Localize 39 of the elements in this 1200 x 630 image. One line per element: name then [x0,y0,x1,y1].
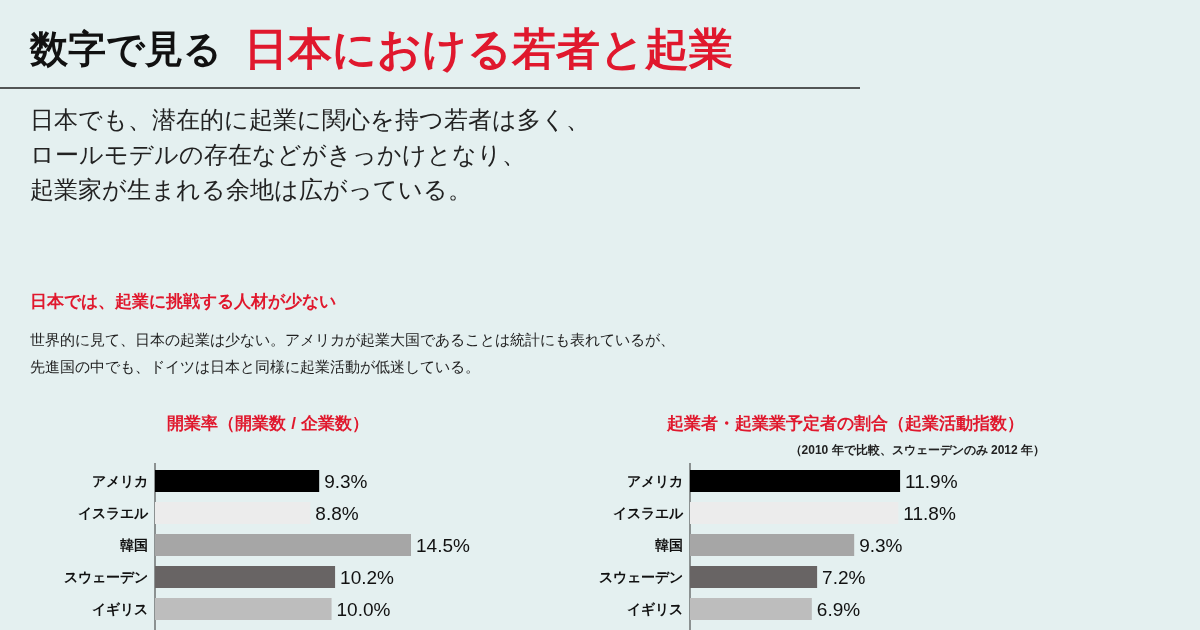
y-tick-label: 韓国 [655,537,683,553]
data-label: 14.5% [416,535,470,556]
text: 数字で見る [29,28,222,70]
bar [155,534,411,556]
bar [690,534,855,556]
y-tick-label: 韓国 [120,537,148,553]
y-tick-label: アメリカ [92,473,148,489]
bar [690,566,818,588]
text: 日本における若者と起業 [244,24,733,73]
data-label: 10.0% [336,599,391,620]
y-tick-label: イギリス [92,601,148,617]
data-label: 10.2% [340,567,395,588]
bar [155,470,320,492]
chart-subtitle: （2010 年で比較、スウェーデンのみ 2012 年） [789,443,1045,457]
y-tick-label: スウェーデン [599,569,683,585]
bar [690,598,812,620]
y-tick-label: イギリス [627,601,683,617]
data-label: 7.2% [822,567,866,588]
y-tick-label: イスラエル [78,505,149,521]
data-label: 6.9% [816,599,861,620]
text: ロールモデルの存在などがきっかけとなり、 [30,141,526,168]
text: 世界的に見て、日本の起業は少ない。アメリカが起業大国であることは統計にも表れているが、 [30,331,675,348]
text: 先進国の中でも、ドイツは日本と同様に起業活動が低迷している。 [30,358,480,375]
text: 日本では、起業に挑戦する人材が少ない [30,292,336,311]
data-label: 8.8% [315,503,359,524]
chart-title: 起業者・起業業予定者の割合（起業活動指数） [665,414,1024,433]
bar [155,566,336,588]
data-label: 11.9% [905,471,958,492]
data-label: 9.3% [324,471,368,492]
text: 日本でも、潜在的に起業に関心を持つ若者は多く、 [30,106,590,133]
data-label: 11.8% [903,503,956,524]
chart-title: 開業率（開業数 / 企業数） [167,414,369,433]
data-label: 9.3% [859,535,903,556]
bar [155,598,332,620]
text: 起業家が生まれる余地は広がっている。 [30,176,472,203]
bar [690,470,901,492]
y-tick-label: アメリカ [627,473,683,489]
y-tick-label: スウェーデン [64,569,148,585]
y-tick-label: イスラエル [613,505,684,521]
